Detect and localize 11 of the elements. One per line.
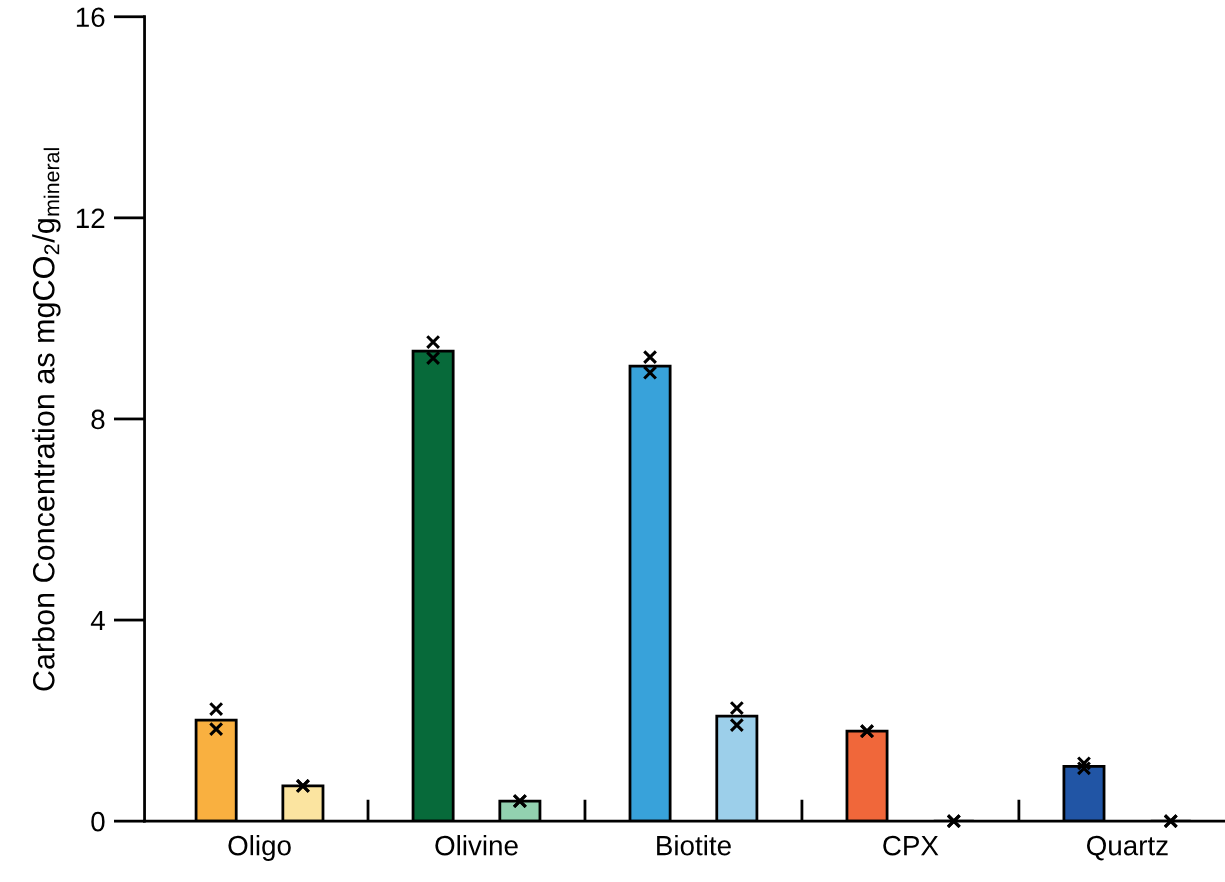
y-tick-label: 12	[76, 208, 105, 228]
y-tick-label: 16	[76, 7, 105, 28]
x-tick-label: Biotite	[657, 835, 731, 856]
x-tick-label: Olivine	[435, 835, 518, 856]
y-tick-label: 8	[91, 409, 105, 430]
x-tick-label: CPX	[883, 835, 939, 856]
x-tick-label: Oligo	[228, 835, 291, 861]
x-tick-label: Quartz	[1087, 835, 1168, 861]
y-tick-label: 0	[91, 811, 105, 832]
y-tick-label: 4	[90, 611, 105, 631]
y-axis-title: Carbon Concentration as mgCO$_{2}$/g$_{mineral}$	[32, 148, 61, 691]
